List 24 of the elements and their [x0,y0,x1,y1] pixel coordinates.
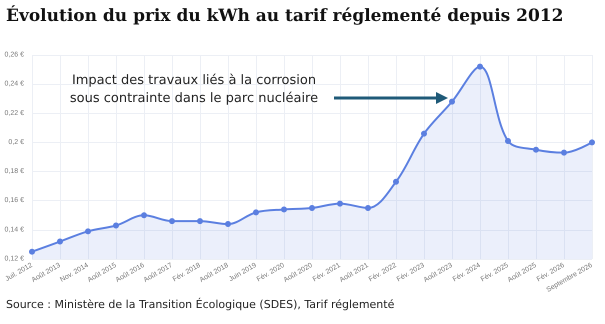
point [533,146,539,153]
point [421,130,427,137]
annotation: Impact des travaux liés à la corrosion sous contrainte dans le parc nucléaire [68,72,320,108]
point [113,222,119,228]
point [29,248,35,255]
point [477,64,483,70]
point [393,178,399,185]
point [225,221,231,228]
point [505,138,511,144]
point [365,205,371,211]
point [561,150,567,156]
point [169,218,175,224]
point [85,228,91,234]
point [281,206,287,212]
point [57,238,63,245]
point [197,218,203,224]
point [449,98,455,105]
point [309,205,315,211]
source-note: Source : Ministère de la Transition Écologique (SDES), Tarif réglementé [6,298,394,311]
point [253,209,259,216]
point [589,139,595,146]
chart-title: Évolution du prix du kWh au tarif réglementé depuis 2012 [6,6,564,26]
point [337,200,343,207]
point [141,212,147,218]
